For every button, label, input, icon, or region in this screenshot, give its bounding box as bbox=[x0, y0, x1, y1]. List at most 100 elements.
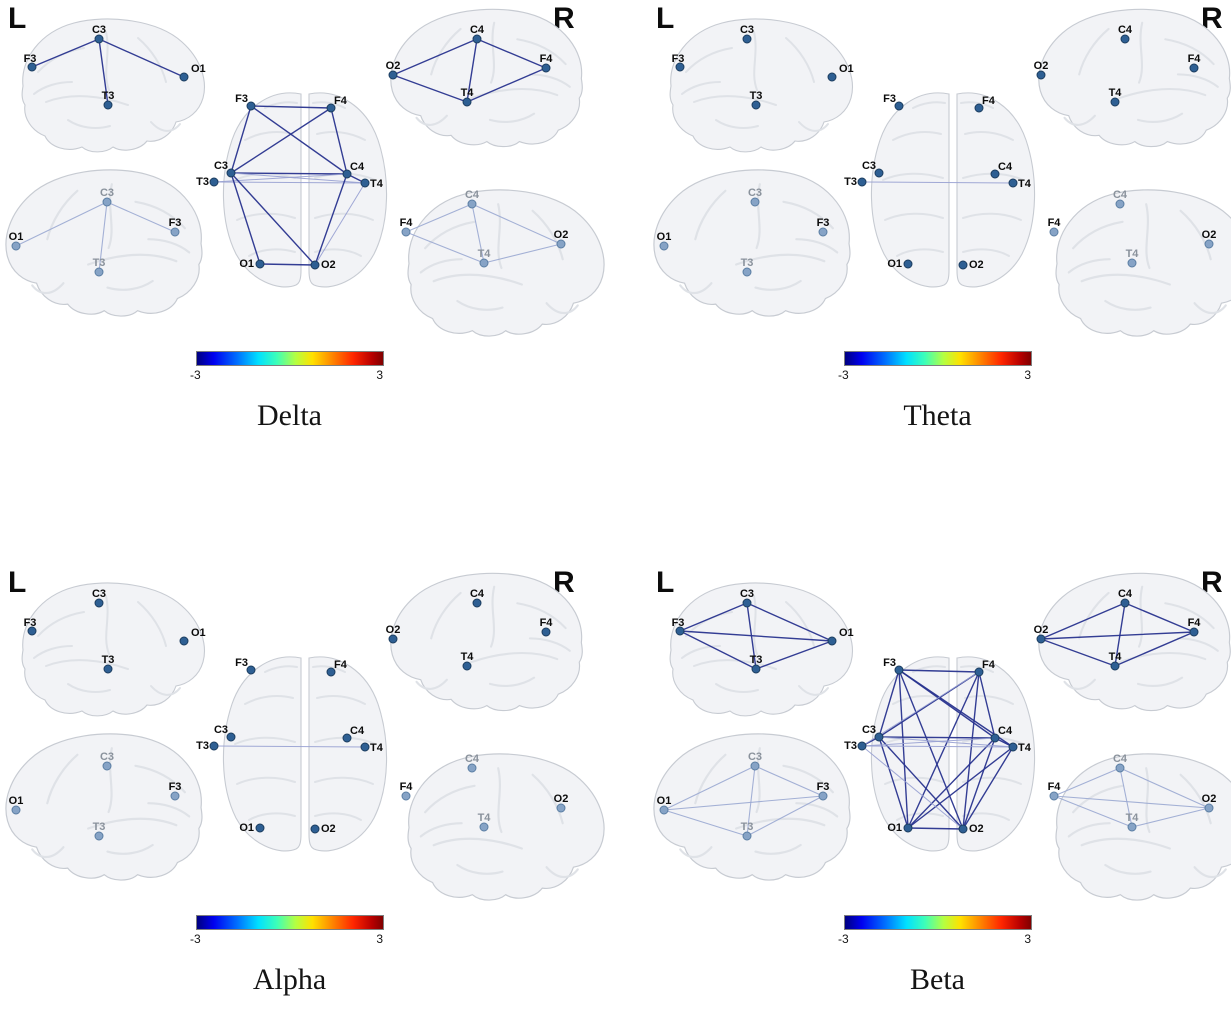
electrode-node-O2 bbox=[958, 824, 968, 834]
connection-edge-F4-T4 bbox=[1053, 795, 1133, 828]
connection-edge-C3-F4 bbox=[230, 107, 332, 174]
electrode-node-F4 bbox=[401, 791, 411, 801]
electrode-label-C4: C4 bbox=[465, 753, 480, 765]
electrode-label-O1: O1 bbox=[191, 63, 206, 75]
electrode-label-C3: C3 bbox=[748, 187, 762, 199]
electrode-label-F3: F3 bbox=[169, 217, 182, 229]
electrode-node-T3 bbox=[209, 741, 219, 751]
electrode-label-C4: C4 bbox=[1113, 753, 1128, 765]
electrode-node-F4 bbox=[1049, 227, 1059, 237]
electrode-label-F4: F4 bbox=[982, 659, 996, 671]
brain-view-lateral-right: O2 C4 F4 T4 bbox=[386, 572, 583, 712]
connection-edge-T3-T4 bbox=[213, 745, 366, 748]
connection-edge-C4-F4 bbox=[1124, 602, 1195, 633]
connection-edge-C3-O1 bbox=[98, 38, 185, 78]
brain-silhouette bbox=[21, 18, 205, 153]
electrode-label-C4: C4 bbox=[1113, 189, 1128, 201]
left-hemisphere-label: L bbox=[8, 566, 27, 599]
electrode-node-T4 bbox=[479, 258, 489, 268]
electrode-node-T3 bbox=[742, 267, 752, 277]
band-title: Theta bbox=[903, 399, 972, 432]
electrode-label-F4: F4 bbox=[1188, 617, 1202, 629]
electrode-label-T3: T3 bbox=[844, 176, 857, 188]
electrode-label-O2: O2 bbox=[554, 793, 569, 805]
electrode-node-F3 bbox=[894, 665, 904, 675]
electrode-label-T3: T3 bbox=[93, 821, 106, 833]
electrode-label-C4: C4 bbox=[470, 588, 485, 600]
electrode-label-F4: F4 bbox=[540, 617, 554, 629]
brain-silhouette bbox=[390, 572, 583, 712]
electrode-node-T3 bbox=[742, 831, 752, 841]
connection-edge-T4-O2 bbox=[483, 243, 562, 264]
brain-silhouette bbox=[669, 18, 853, 153]
brain-view-lateral-right: O2 C4 F4 T4 bbox=[1034, 572, 1231, 712]
colorbar-min-label: -3 bbox=[838, 368, 849, 382]
electrode-node-O1 bbox=[827, 636, 837, 646]
electrode-node-T4 bbox=[1110, 97, 1120, 107]
electrode-node-F4 bbox=[541, 627, 551, 637]
electrode-node-C3 bbox=[742, 34, 752, 44]
connection-edge-T4-O2 bbox=[962, 746, 1014, 830]
connection-edge-T4-O2 bbox=[314, 182, 366, 266]
electrode-label-C4: C4 bbox=[998, 725, 1013, 737]
electrode-label-C4: C4 bbox=[1118, 24, 1133, 36]
panel-alpha: L R F3 C3 T3 O1 O1 C3 F3 T3 F3 F4 C3 T3 C4 T4 O1 O2 O2 C4… bbox=[0, 564, 615, 1015]
jet-colorbar bbox=[844, 915, 1032, 930]
connection-edge-C3-O1 bbox=[878, 736, 909, 829]
left-hemisphere-label: L bbox=[656, 2, 675, 35]
electrode-node-O2 bbox=[310, 260, 320, 270]
electrode-label-F4: F4 bbox=[1048, 781, 1062, 793]
electrode-node-C4 bbox=[472, 34, 482, 44]
electrode-label-F3: F3 bbox=[817, 781, 830, 793]
electrode-label-F4: F4 bbox=[400, 217, 414, 229]
electrode-label-F3: F3 bbox=[235, 93, 248, 105]
electrode-node-F4 bbox=[1189, 63, 1199, 73]
electrode-label-O2: O2 bbox=[1202, 793, 1217, 805]
electrode-node-F4 bbox=[974, 667, 984, 677]
electrode-node-O2 bbox=[556, 803, 566, 813]
connection-edge-C4-F4 bbox=[476, 38, 547, 69]
electrode-label-C3: C3 bbox=[100, 187, 114, 199]
electrode-label-O2: O2 bbox=[321, 259, 336, 271]
electrode-label-T4: T4 bbox=[1018, 178, 1032, 190]
electrode-label-F4: F4 bbox=[982, 95, 996, 107]
electrode-label-T3: T3 bbox=[102, 90, 115, 102]
electrode-label-T4: T4 bbox=[370, 742, 384, 754]
electrode-label-T4: T4 bbox=[1109, 87, 1123, 99]
electrode-node-O1 bbox=[11, 241, 21, 251]
electrode-node-O2 bbox=[388, 70, 398, 80]
electrode-label-F3: F3 bbox=[235, 657, 248, 669]
electrode-node-T3 bbox=[103, 664, 113, 674]
electrode-label-T4: T4 bbox=[1126, 812, 1140, 824]
electrode-node-T3 bbox=[103, 100, 113, 110]
electrode-label-C4: C4 bbox=[1118, 588, 1133, 600]
electrode-node-F3 bbox=[27, 626, 37, 636]
electrode-node-C4 bbox=[990, 169, 1000, 179]
electrode-label-C3: C3 bbox=[100, 751, 114, 763]
connection-edge-O2-C4 bbox=[1119, 767, 1210, 809]
electrode-node-C4 bbox=[990, 733, 1000, 743]
connection-edge-C4-O2 bbox=[314, 173, 348, 266]
electrode-node-T3 bbox=[751, 100, 761, 110]
panel-theta: L R F3 C3 T3 O1 O1 C3 F3 T3 F3 F4 C3 T3 C4 T4 O1 O2 O2 C4… bbox=[648, 0, 1231, 455]
connection-edge-C3-T4 bbox=[230, 172, 366, 184]
connection-edge-C4-T4 bbox=[471, 203, 485, 264]
electrode-node-C3 bbox=[94, 34, 104, 44]
electrode-node-F3 bbox=[27, 62, 37, 72]
electrode-node-F4 bbox=[541, 63, 551, 73]
brain-view-medial-right: F4 C4 O2 T4 bbox=[400, 189, 605, 337]
left-hemisphere-label: L bbox=[8, 2, 27, 35]
electrode-node-C4 bbox=[342, 169, 352, 179]
electrode-label-C4: C4 bbox=[998, 161, 1013, 173]
colorbar-max-label: 3 bbox=[376, 932, 383, 946]
connection-edge-F3-C3 bbox=[230, 105, 252, 174]
electrode-label-O1: O1 bbox=[839, 63, 854, 75]
electrode-label-T4: T4 bbox=[478, 248, 492, 260]
right-hemisphere-label: R bbox=[1201, 566, 1223, 599]
connection-edge-C3-O1 bbox=[746, 602, 833, 642]
connection-edge-O2-T4 bbox=[1040, 638, 1116, 667]
electrode-node-O1 bbox=[659, 241, 669, 251]
electrode-node-C4 bbox=[467, 763, 477, 773]
brain-view-lateral-left: F3 C3 T3 O1 bbox=[669, 18, 854, 153]
